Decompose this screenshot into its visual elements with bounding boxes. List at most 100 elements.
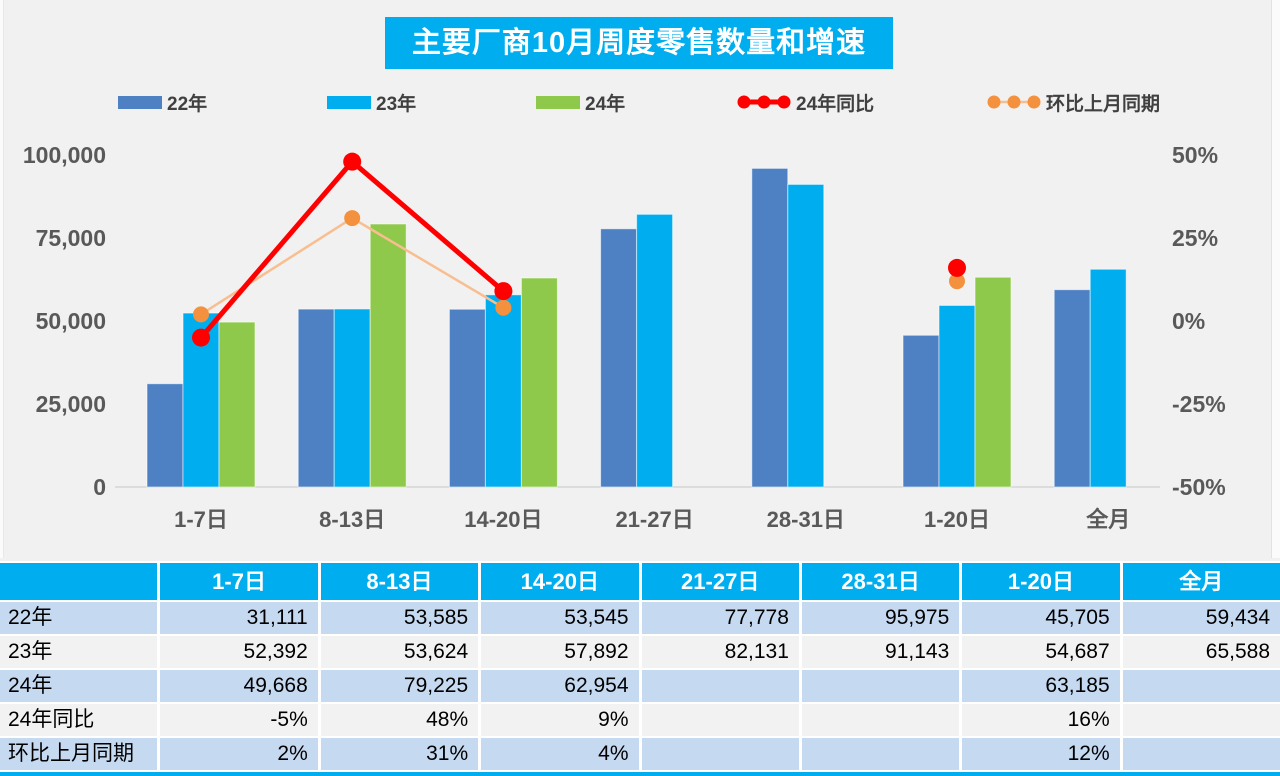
right-tick-label: -25% — [1172, 391, 1226, 417]
bar — [787, 183, 825, 488]
bar — [333, 308, 371, 488]
table-cell: 57,892 — [481, 636, 639, 668]
table-cell — [801, 738, 960, 770]
table-cell: 95,975 — [801, 602, 960, 634]
legend-line-icon — [987, 95, 1041, 109]
table-cell: 53,624 — [320, 636, 479, 668]
bar — [636, 213, 674, 488]
category-label: 1-7日 — [174, 507, 228, 532]
table-cell: 62,954 — [481, 670, 639, 702]
legend-bar-swatch-icon — [327, 95, 371, 109]
left-tick-label: 100,000 — [23, 142, 106, 168]
table-cell: 91,143 — [801, 636, 960, 668]
table-cell: 53,545 — [481, 602, 639, 634]
bar — [484, 294, 522, 488]
slide-right-edge — [1271, 0, 1280, 558]
legend-label: 24年同比 — [796, 93, 875, 115]
table-row-label: 24年同比 — [0, 704, 158, 736]
chart-legend: 22年 23年 24年 24年同比 环比上月同期 — [0, 90, 1280, 115]
legend-item-y24: 24年 — [536, 90, 626, 115]
legend-item-yoy: 24年同比 — [735, 90, 875, 115]
bar — [297, 308, 335, 488]
table-cell: 79,225 — [320, 670, 479, 702]
table-cell — [1122, 670, 1280, 702]
bar — [146, 383, 184, 488]
line-marker — [948, 258, 966, 277]
left-tick-label: 50,000 — [36, 308, 106, 334]
bar — [1053, 289, 1091, 488]
category-label: 28-31日 — [767, 507, 845, 532]
right-tick-label: 50% — [1172, 142, 1218, 168]
right-tick-label: 25% — [1172, 225, 1218, 251]
table-cell: 82,131 — [641, 636, 799, 668]
table-cell: -5% — [160, 704, 318, 736]
line-series-mom — [193, 210, 965, 323]
table-cell: 77,778 — [641, 602, 799, 634]
line-marker — [343, 152, 362, 171]
table-cell: 54,687 — [962, 636, 1120, 668]
table-header-cell: 全月 — [1122, 563, 1280, 600]
table-header-cell: 21-27日 — [641, 563, 799, 600]
bar-series-y22 — [146, 167, 1091, 488]
line-marker — [495, 299, 512, 316]
line-marker — [193, 306, 209, 323]
table-cell: 31% — [320, 738, 479, 770]
table-cell — [641, 738, 799, 770]
table-cell: 48% — [320, 704, 479, 736]
x-axis-labels: 1-7日 8-13日 14-20日 21-27日 28-31日 1-20日 全月 — [174, 507, 1130, 532]
table-header-cell: 1-7日 — [160, 563, 318, 600]
table-row-label: 24年 — [0, 670, 158, 702]
data-table: 1-7日 8-13日 14-20日 21-27日 28-31日 1-20日 全月 22年 31,… — [0, 561, 1280, 776]
table-cell: 12% — [962, 738, 1120, 770]
table-cell — [641, 704, 799, 736]
left-tick-label: 75,000 — [36, 225, 106, 251]
table-cell — [1122, 704, 1280, 736]
legend-line-icon — [737, 95, 791, 109]
category-label: 8-13日 — [319, 507, 385, 532]
table-row-label: 22年 — [0, 602, 158, 634]
left-tick-label: 25,000 — [36, 391, 106, 417]
category-label: 14-20日 — [464, 507, 542, 532]
legend-label: 24年 — [585, 93, 626, 115]
table-cell: 2% — [160, 738, 318, 770]
legend-label: 22年 — [167, 93, 208, 115]
table-header-cell — [0, 563, 158, 600]
table-cell: 53,585 — [320, 602, 479, 634]
bar — [902, 334, 940, 488]
table-cell: 52,392 — [160, 636, 318, 668]
line-marker — [192, 328, 210, 347]
table-cell: 4% — [481, 738, 639, 770]
right-tick-label: 0% — [1172, 308, 1205, 334]
table-cell — [801, 704, 960, 736]
line-series-yoy — [192, 152, 966, 347]
category-label: 21-27日 — [615, 507, 693, 532]
line-marker — [494, 282, 513, 301]
bar-series-y24 — [218, 223, 1012, 488]
table-header-cell: 14-20日 — [481, 563, 639, 600]
bar — [218, 321, 256, 488]
legend-bar-swatch-icon — [536, 95, 580, 109]
table-cell — [801, 670, 960, 702]
bar — [600, 228, 638, 488]
category-label: 全月 — [1085, 507, 1130, 532]
chart-title: 主要厂商10月周度零售数量和增速 — [385, 17, 893, 69]
right-tick-label: -50% — [1172, 474, 1226, 500]
legend-item-y22: 22年 — [118, 90, 208, 115]
bar — [974, 276, 1012, 488]
table-bottom-strip — [0, 772, 1280, 776]
table-cell: 45,705 — [962, 602, 1120, 634]
table-cell: 59,434 — [1122, 602, 1280, 634]
legend-item-y23: 23年 — [327, 90, 417, 115]
table-header-cell: 28-31日 — [801, 563, 960, 600]
line-marker — [344, 210, 361, 227]
table-header-cell: 1-20日 — [962, 563, 1120, 600]
bar — [1089, 268, 1127, 488]
table-cell: 65,588 — [1122, 636, 1280, 668]
table-cell: 49,668 — [160, 670, 318, 702]
table-cell: 9% — [481, 704, 639, 736]
bar — [448, 308, 486, 488]
right-axis-ticks: 50% 25% 0% -25% -50% — [1172, 142, 1226, 500]
bar — [751, 167, 789, 488]
legend-label: 23年 — [376, 93, 417, 115]
